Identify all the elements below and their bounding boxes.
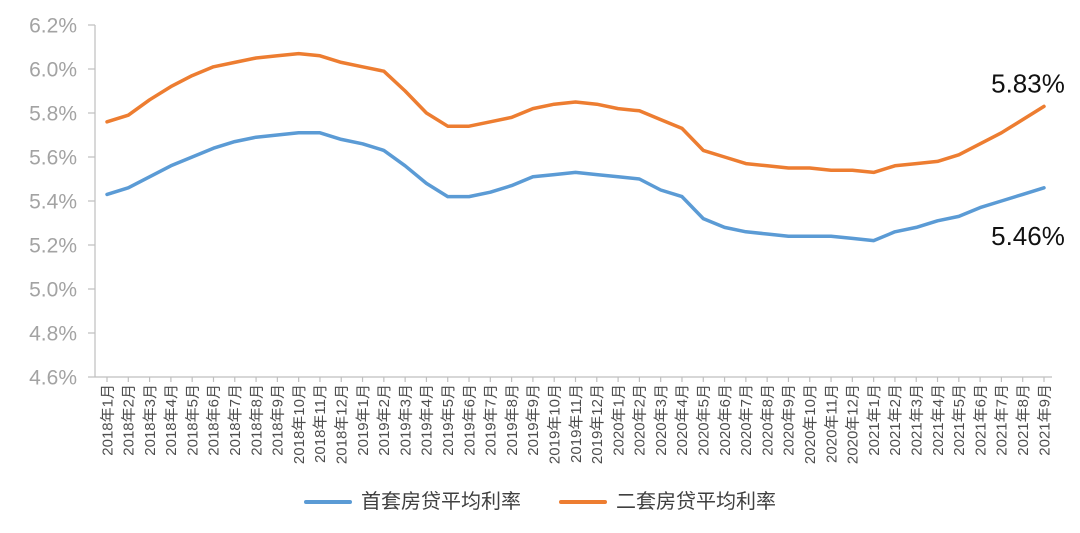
x-axis-tick-label: 2021年7月 <box>994 384 1011 456</box>
x-axis-tick-label: 2018年11月 <box>312 384 329 463</box>
y-axis: 4.6% 4.8% 5.0% 5.2% 5.4% 5.6% 5.8% 6.0% 6.2% <box>29 14 96 389</box>
x-axis-tick-label: 2019年9月 <box>525 384 542 456</box>
x-axis-tick-label: 2018年9月 <box>270 384 287 456</box>
x-axis-tick-label: 2019年11月 <box>568 384 585 463</box>
x-axis-tick-label: 2018年8月 <box>248 384 265 456</box>
x-axis-tick-label: 2018年5月 <box>184 384 201 456</box>
x-axis-tick-label: 2019年8月 <box>504 384 521 456</box>
y-axis-tick-label: 5.8% <box>29 102 77 125</box>
x-axis-tick-label: 2021年9月 <box>1036 384 1053 456</box>
x-axis-tick-label: 2020年3月 <box>653 384 670 456</box>
x-axis-tick-label: 2020年1月 <box>610 384 627 456</box>
x-axis-tick-label: 2019年10月 <box>546 384 563 464</box>
x-axis-tick-label: 2020年7月 <box>738 384 755 456</box>
legend-line-marker-orange <box>559 500 607 504</box>
y-axis-tick-label: 5.6% <box>29 146 77 169</box>
legend-line-marker-blue <box>304 500 352 504</box>
x-axis-tick-label: 2020年8月 <box>759 384 776 456</box>
x-axis-tick-label: 2019年7月 <box>483 384 500 456</box>
x-axis-tick-label: 2019年2月 <box>376 384 393 456</box>
x-axis-tick-label: 2021年6月 <box>972 384 989 456</box>
x-axis-tick-label: 2021年3月 <box>908 384 925 456</box>
end-value-labels: 5.83% 5.46% <box>991 68 1065 250</box>
legend-label-second-home-rate: 二套房贷平均利率 <box>616 491 776 513</box>
line-second-home-rate <box>105 51 1046 175</box>
x-axis-tick-label: 2019年6月 <box>461 384 478 456</box>
x-axis-tick-label: 2020年12月 <box>845 384 862 464</box>
x-axis-tick-label: 2021年1月 <box>866 384 883 456</box>
x-axis-tick-label: 2019年3月 <box>397 384 414 456</box>
x-axis-tick-label: 2020年6月 <box>717 384 734 456</box>
y-axis-tick-label: 4.8% <box>29 322 77 345</box>
x-axis-tick-label: 2018年1月 <box>99 384 116 456</box>
end-value-label: 5.46% <box>991 221 1065 251</box>
x-axis-tick-label: 2020年11月 <box>823 384 840 463</box>
x-axis-tick-label: 2021年2月 <box>887 384 904 456</box>
y-axis-tick-label: 6.2% <box>29 14 77 37</box>
y-axis-tick-label: 5.4% <box>29 190 77 213</box>
x-axis-tick-label: 2018年12月 <box>334 384 351 464</box>
x-axis-tick-label: 2018年10月 <box>291 384 308 464</box>
legend-item-second-home-rate: 二套房贷平均利率 <box>559 492 776 512</box>
line-first-home-rate <box>105 131 1046 243</box>
y-axis-tick-label: 4.6% <box>29 366 77 389</box>
x-axis-tick-label: 2019年5月 <box>440 384 457 456</box>
x-axis-tick-label: 2018年2月 <box>121 384 138 456</box>
x-axis-tick-label: 2018年6月 <box>206 384 223 456</box>
legend-item-first-home-rate: 首套房贷平均利率 <box>304 492 521 512</box>
x-axis-tick-label: 2021年8月 <box>1015 384 1032 456</box>
x-axis-tick-label: 2020年5月 <box>696 384 713 456</box>
end-value-label: 5.83% <box>991 68 1065 98</box>
x-axis-tick-label: 2020年2月 <box>632 384 649 456</box>
y-axis-tick-label: 5.2% <box>29 234 77 257</box>
x-axis-tick-label: 2019年4月 <box>419 384 436 456</box>
x-axis-tick-label: 2020年10月 <box>802 384 819 464</box>
x-axis-tick-label: 2018年7月 <box>227 384 244 456</box>
x-axis-tick-label: 2020年9月 <box>781 384 798 456</box>
series-lines <box>105 51 1046 243</box>
y-axis-tick-label: 6.0% <box>29 58 77 81</box>
x-axis-tick-label: 2021年5月 <box>951 384 968 456</box>
legend: 首套房贷平均利率 二套房贷平均利率 <box>0 492 1080 512</box>
x-axis: 2018年1月 2018年2月 2018年3月 2018年4月 2018年5月 2018年… <box>95 376 1053 464</box>
x-axis-tick-label: 2019年1月 <box>355 384 372 456</box>
x-axis-tick-label: 2019年12月 <box>589 384 606 464</box>
legend-label-first-home-rate: 首套房贷平均利率 <box>361 491 521 513</box>
x-axis-tick-label: 2020年4月 <box>674 384 691 456</box>
y-axis-tick-label: 5.0% <box>29 278 77 301</box>
x-axis-tick-label: 2018年3月 <box>142 384 159 456</box>
x-axis-tick-label: 2021年4月 <box>930 384 947 456</box>
x-axis-tick-label: 2018年4月 <box>163 384 180 456</box>
